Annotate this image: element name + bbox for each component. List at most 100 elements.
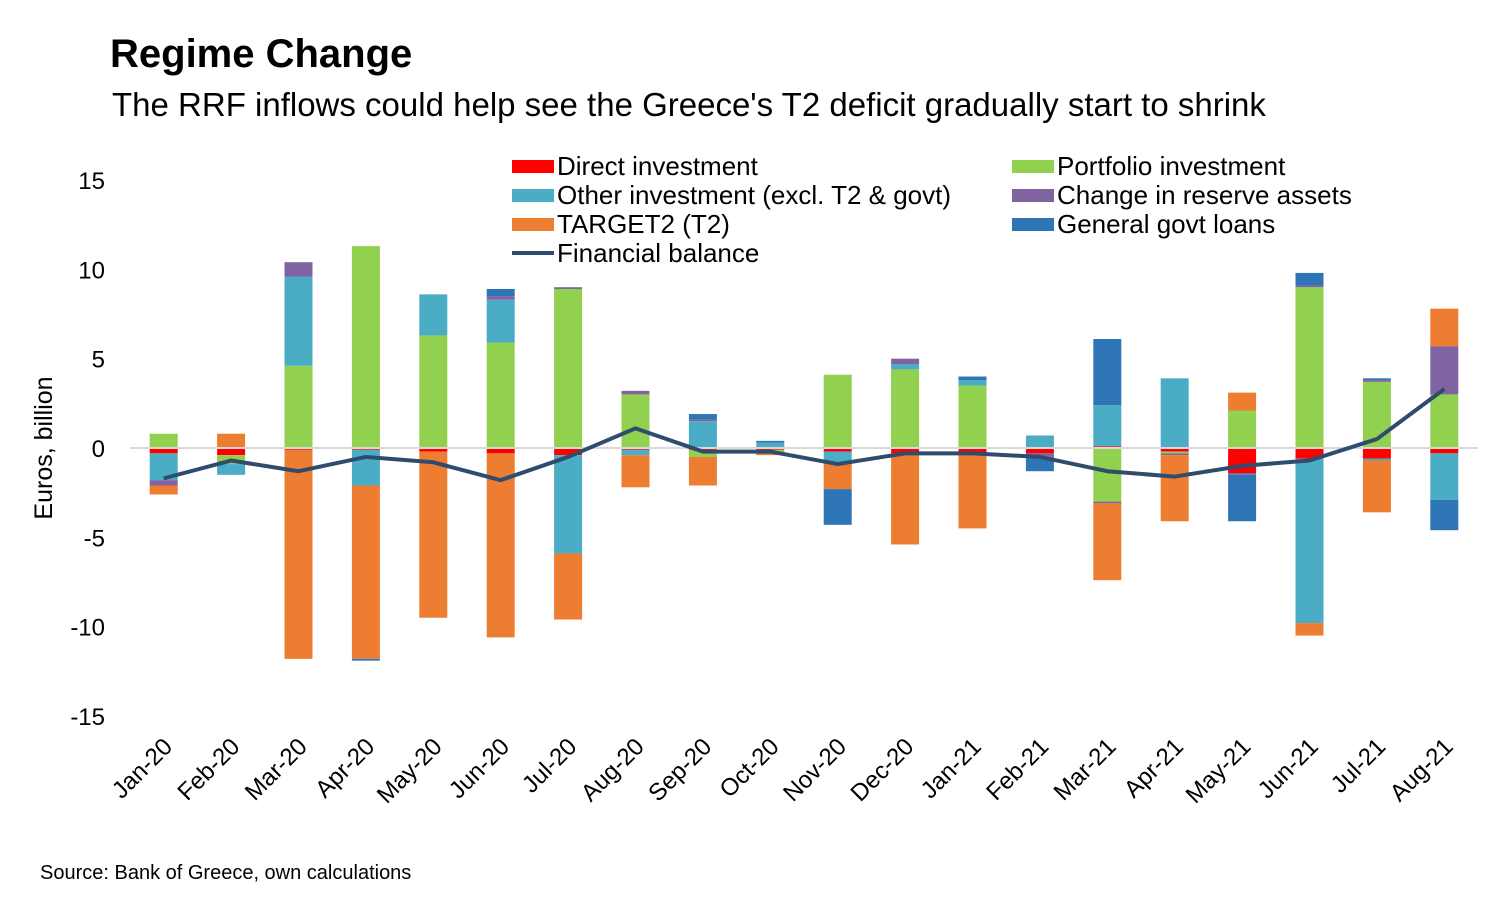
x-tick-label: Jul-21 xyxy=(1326,733,1391,798)
legend-label: TARGET2 (T2) xyxy=(557,209,730,239)
bar-segment xyxy=(149,485,178,495)
bar-segment xyxy=(554,448,583,456)
bar-segment xyxy=(554,553,583,620)
source-note: Source: Bank of Greece, own calculations xyxy=(40,862,412,884)
bar-segment xyxy=(284,365,313,448)
x-tick-label: May-21 xyxy=(1181,733,1257,809)
legend-label: Direct investment xyxy=(557,151,759,181)
x-tick-label: Jun-21 xyxy=(1253,733,1324,804)
chart-subtitle: The RRF inflows could help see the Greec… xyxy=(112,86,1266,123)
bar-segment xyxy=(688,419,717,422)
bar-segment xyxy=(217,448,246,456)
bar-segment xyxy=(823,489,852,525)
bar-segment xyxy=(554,455,583,554)
x-tick-label: Jun-20 xyxy=(444,733,515,804)
bar-segment xyxy=(1160,455,1189,522)
bar-segment xyxy=(149,480,178,486)
bar-segment xyxy=(486,288,515,297)
x-tick-label: Mar-21 xyxy=(1049,733,1122,806)
y-tick-label: 0 xyxy=(92,436,105,463)
bar-segment xyxy=(891,364,920,370)
bar-layer xyxy=(149,246,1459,661)
bar-segment xyxy=(217,464,246,475)
legend-label: Change in reserve assets xyxy=(1057,180,1352,210)
bar-segment xyxy=(958,448,987,454)
bar-segment xyxy=(1093,339,1122,406)
bar-segment xyxy=(621,390,650,395)
x-tick-label: Apr-20 xyxy=(310,733,380,803)
legend-swatch xyxy=(512,189,554,202)
bar-segment xyxy=(823,451,852,463)
bar-segment xyxy=(486,453,515,638)
bar-segment xyxy=(149,448,178,454)
bar-segment xyxy=(891,358,920,365)
bar-segment xyxy=(284,449,313,659)
x-tick-label: Nov-20 xyxy=(778,733,852,807)
y-tick-label: 15 xyxy=(78,168,105,195)
bar-segment xyxy=(1295,458,1324,624)
bar-segment xyxy=(621,394,650,448)
bar-segment xyxy=(958,385,987,448)
bar-segment xyxy=(1093,405,1122,447)
bar-segment xyxy=(1362,380,1391,382)
bar-segment xyxy=(1430,308,1459,347)
bar-segment xyxy=(1295,623,1324,636)
bar-segment xyxy=(1228,474,1257,522)
bar-segment xyxy=(486,296,515,300)
y-tick-label: -5 xyxy=(84,525,105,552)
bar-segment xyxy=(149,433,178,448)
bar-segment xyxy=(419,448,448,452)
bar-segment xyxy=(351,658,380,661)
x-tick-label: Oct-20 xyxy=(715,733,785,803)
x-tick-label: May-20 xyxy=(372,733,448,809)
bar-segment xyxy=(688,456,717,486)
bar-segment xyxy=(1430,448,1459,454)
bar-segment xyxy=(554,287,583,289)
legend-swatch xyxy=(512,218,554,231)
bar-segment xyxy=(1430,499,1459,531)
x-tick-label: Mar-20 xyxy=(240,733,313,806)
bar-segment xyxy=(284,276,313,366)
y-tick-label: 10 xyxy=(78,257,105,284)
x-tick-label: Jan-20 xyxy=(107,733,178,804)
bar-segment xyxy=(486,448,515,454)
legend-label: Other investment (excl. T2 & govt) xyxy=(557,180,951,210)
bar-segment xyxy=(284,262,313,277)
bar-segment xyxy=(1362,378,1391,381)
bar-segment xyxy=(419,335,448,448)
bar-segment xyxy=(891,448,920,454)
bar-segment xyxy=(756,440,785,443)
bar-segment xyxy=(1295,272,1324,286)
legend-label: Portfolio investment xyxy=(1057,151,1286,181)
x-tick-label: Apr-21 xyxy=(1119,733,1189,803)
bar-segment xyxy=(419,294,448,336)
bar-segment xyxy=(1430,346,1459,395)
bar-segment xyxy=(958,453,987,529)
bar-segment xyxy=(1093,501,1122,504)
chart-title: Regime Change xyxy=(110,32,413,76)
bar-segment xyxy=(486,299,515,343)
bar-segment xyxy=(1362,458,1391,461)
x-tick-label: Sep-20 xyxy=(643,733,717,807)
bar-segment xyxy=(1093,448,1122,502)
x-tick-label: Jan-21 xyxy=(916,733,987,804)
bar-segment xyxy=(419,451,448,618)
bar-segment xyxy=(1025,435,1054,448)
bar-segment xyxy=(621,449,650,456)
bar-segment xyxy=(621,455,650,488)
bar-segment xyxy=(486,342,515,448)
bar-segment xyxy=(688,421,717,448)
legend-swatch xyxy=(1012,189,1054,202)
bar-segment xyxy=(823,448,852,452)
bar-segment xyxy=(1362,460,1391,513)
bar-segment xyxy=(1295,287,1324,448)
legend-swatch xyxy=(1012,218,1054,231)
bar-segment xyxy=(958,376,987,381)
legend: Direct investment Portfolio investment Oth… xyxy=(512,151,1352,268)
legend-swatch xyxy=(1012,160,1054,173)
bar-segment xyxy=(891,369,920,448)
x-tick-label: Feb-20 xyxy=(172,733,245,806)
bar-segment xyxy=(1093,503,1122,581)
bar-segment xyxy=(1228,392,1257,411)
